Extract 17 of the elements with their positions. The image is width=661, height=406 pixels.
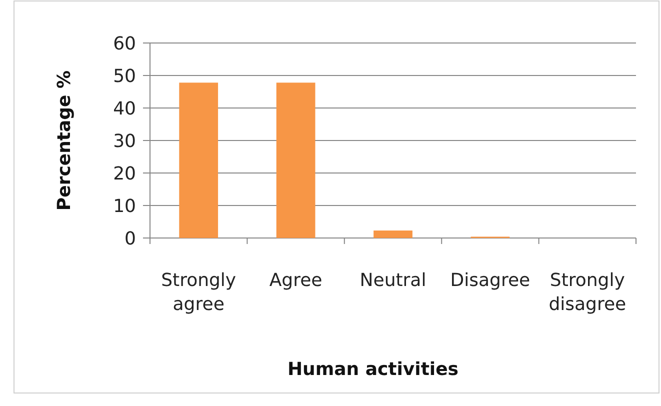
y-tick-label: 10 bbox=[113, 196, 136, 217]
y-tick-label: 20 bbox=[113, 163, 136, 184]
x-tick-label: Strongly agree bbox=[161, 270, 236, 315]
y-tick-label: 30 bbox=[113, 130, 136, 152]
y-tick-label: 60 bbox=[113, 33, 136, 54]
x-tick-label: Strongly disagree bbox=[548, 270, 626, 315]
bar bbox=[374, 230, 412, 238]
bar bbox=[179, 82, 218, 238]
x-tick-label: Agree bbox=[269, 270, 322, 291]
x-tick-label: Neutral bbox=[360, 270, 426, 291]
y-tick-label: 50 bbox=[113, 66, 136, 87]
bar bbox=[276, 82, 316, 238]
x-axis-title: Human activities bbox=[287, 359, 459, 380]
y-axis-title: Percentage % bbox=[54, 70, 75, 211]
y-tick-label: 40 bbox=[113, 98, 136, 120]
y-tick-label: 0 bbox=[124, 228, 136, 250]
x-tick-label: Disagree bbox=[450, 270, 530, 291]
